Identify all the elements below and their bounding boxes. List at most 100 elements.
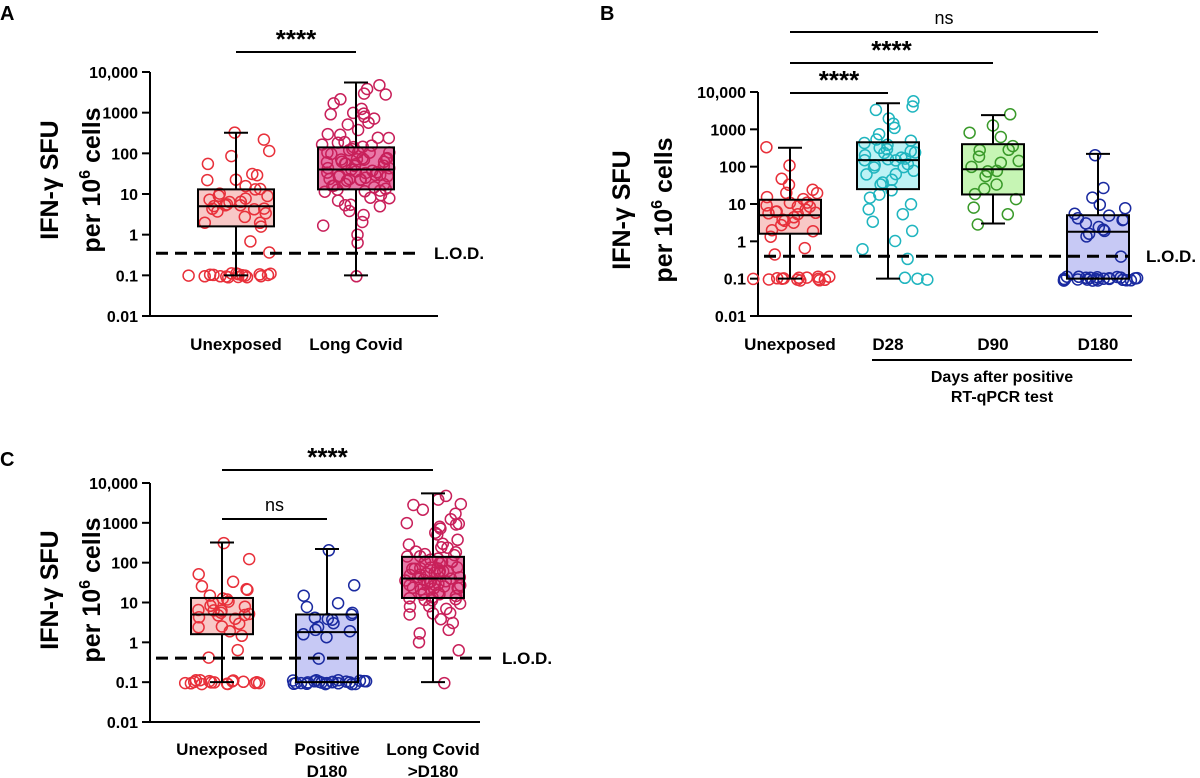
data-point (257, 133, 271, 146)
data-point (403, 578, 416, 592)
data-point (252, 676, 266, 690)
data-point (373, 184, 387, 197)
data-point (431, 552, 445, 565)
data-point (423, 599, 436, 613)
category-label: Positive (294, 740, 359, 759)
data-point (347, 579, 361, 592)
data-point (254, 269, 268, 283)
data-point (192, 568, 205, 581)
box-outline (190, 596, 254, 636)
data-point (412, 570, 425, 584)
y-tick-label: 1 (129, 228, 138, 245)
data-point (436, 537, 450, 551)
data-point (321, 127, 335, 141)
significance-label: **** (307, 442, 348, 472)
data-point (264, 267, 277, 280)
data-point (322, 544, 336, 557)
data-point (192, 611, 206, 624)
data-point (880, 142, 894, 156)
data-point (760, 140, 773, 154)
data-point (990, 164, 1004, 178)
data-point (248, 676, 262, 690)
data-point (315, 138, 329, 151)
data-point (454, 497, 468, 511)
group-2: D90 (961, 108, 1025, 354)
data-point (994, 130, 1008, 144)
data-point (333, 128, 347, 142)
data-point (1068, 207, 1081, 221)
data-point (241, 583, 254, 597)
y-tick-label: 100 (111, 556, 138, 573)
data-point (195, 580, 209, 593)
y-tick-label: 100 (111, 146, 138, 163)
data-point (221, 593, 234, 606)
data-point (353, 674, 367, 687)
data-point (746, 272, 760, 286)
data-point (250, 168, 264, 182)
group-2: Long Covid >D180 (386, 489, 480, 778)
y-tick-label: 0.1 (116, 675, 138, 692)
data-point (319, 677, 332, 691)
group-1: D28 (856, 95, 934, 354)
category-label: D180 (1078, 335, 1119, 354)
data-point (906, 100, 919, 113)
data-point (439, 489, 453, 503)
data-point (896, 207, 910, 221)
data-point (1130, 271, 1144, 285)
data-point (297, 628, 310, 641)
box-fill (759, 199, 821, 234)
data-point (856, 242, 869, 256)
y-tick-label: 1000 (102, 106, 138, 123)
data-point (990, 178, 1003, 191)
data-point (367, 112, 381, 125)
y-tick-label: 10 (120, 187, 138, 204)
data-point (768, 248, 782, 261)
data-point (1001, 208, 1015, 221)
data-point (431, 528, 444, 541)
data-point (904, 134, 918, 147)
data-point (888, 234, 902, 248)
group-0: Unexposed (182, 126, 282, 354)
data-point (812, 272, 825, 286)
box-outline (1066, 214, 1130, 280)
data-point (231, 643, 244, 657)
significance-label: ns (265, 495, 284, 515)
y-tick-label: 1000 (102, 516, 138, 533)
data-point (407, 498, 420, 512)
data-point (787, 211, 801, 224)
group-1: Positive D180 (286, 544, 373, 778)
data-point (380, 151, 394, 165)
data-point (373, 78, 386, 92)
data-point (876, 176, 889, 189)
y-tick-label: 0.1 (116, 268, 138, 285)
data-point (215, 620, 229, 633)
data-point (403, 608, 416, 621)
y-axis-label-prefix: per 10 (78, 179, 106, 253)
data-point (324, 108, 337, 121)
data-point (242, 552, 256, 566)
y-axis-label-suffix: cells (78, 517, 106, 580)
data-point (449, 507, 462, 520)
data-point (346, 606, 359, 620)
box-outline (401, 555, 465, 599)
data-point (442, 623, 455, 637)
data-point (334, 153, 348, 166)
data-point (309, 623, 322, 637)
data-point (860, 168, 873, 181)
data-point (904, 198, 918, 211)
data-point (898, 271, 912, 285)
data-point (240, 270, 254, 284)
data-point (1124, 274, 1138, 287)
data-point (237, 675, 250, 689)
data-point (1006, 139, 1020, 153)
group-bracket-label: Days after positive (931, 369, 1073, 386)
data-point (905, 224, 919, 238)
data-point (345, 677, 359, 691)
data-point (327, 97, 340, 110)
y-axis-label-line2: per 106 cells (77, 107, 106, 252)
panel-b: B 0.01 0.1 1 10 100 1000 10,000 IFN-γ SFU per 106… (600, 3, 1196, 406)
lod-label: L.O.D. (1146, 247, 1196, 266)
data-point (371, 131, 385, 144)
data-point (332, 674, 345, 687)
